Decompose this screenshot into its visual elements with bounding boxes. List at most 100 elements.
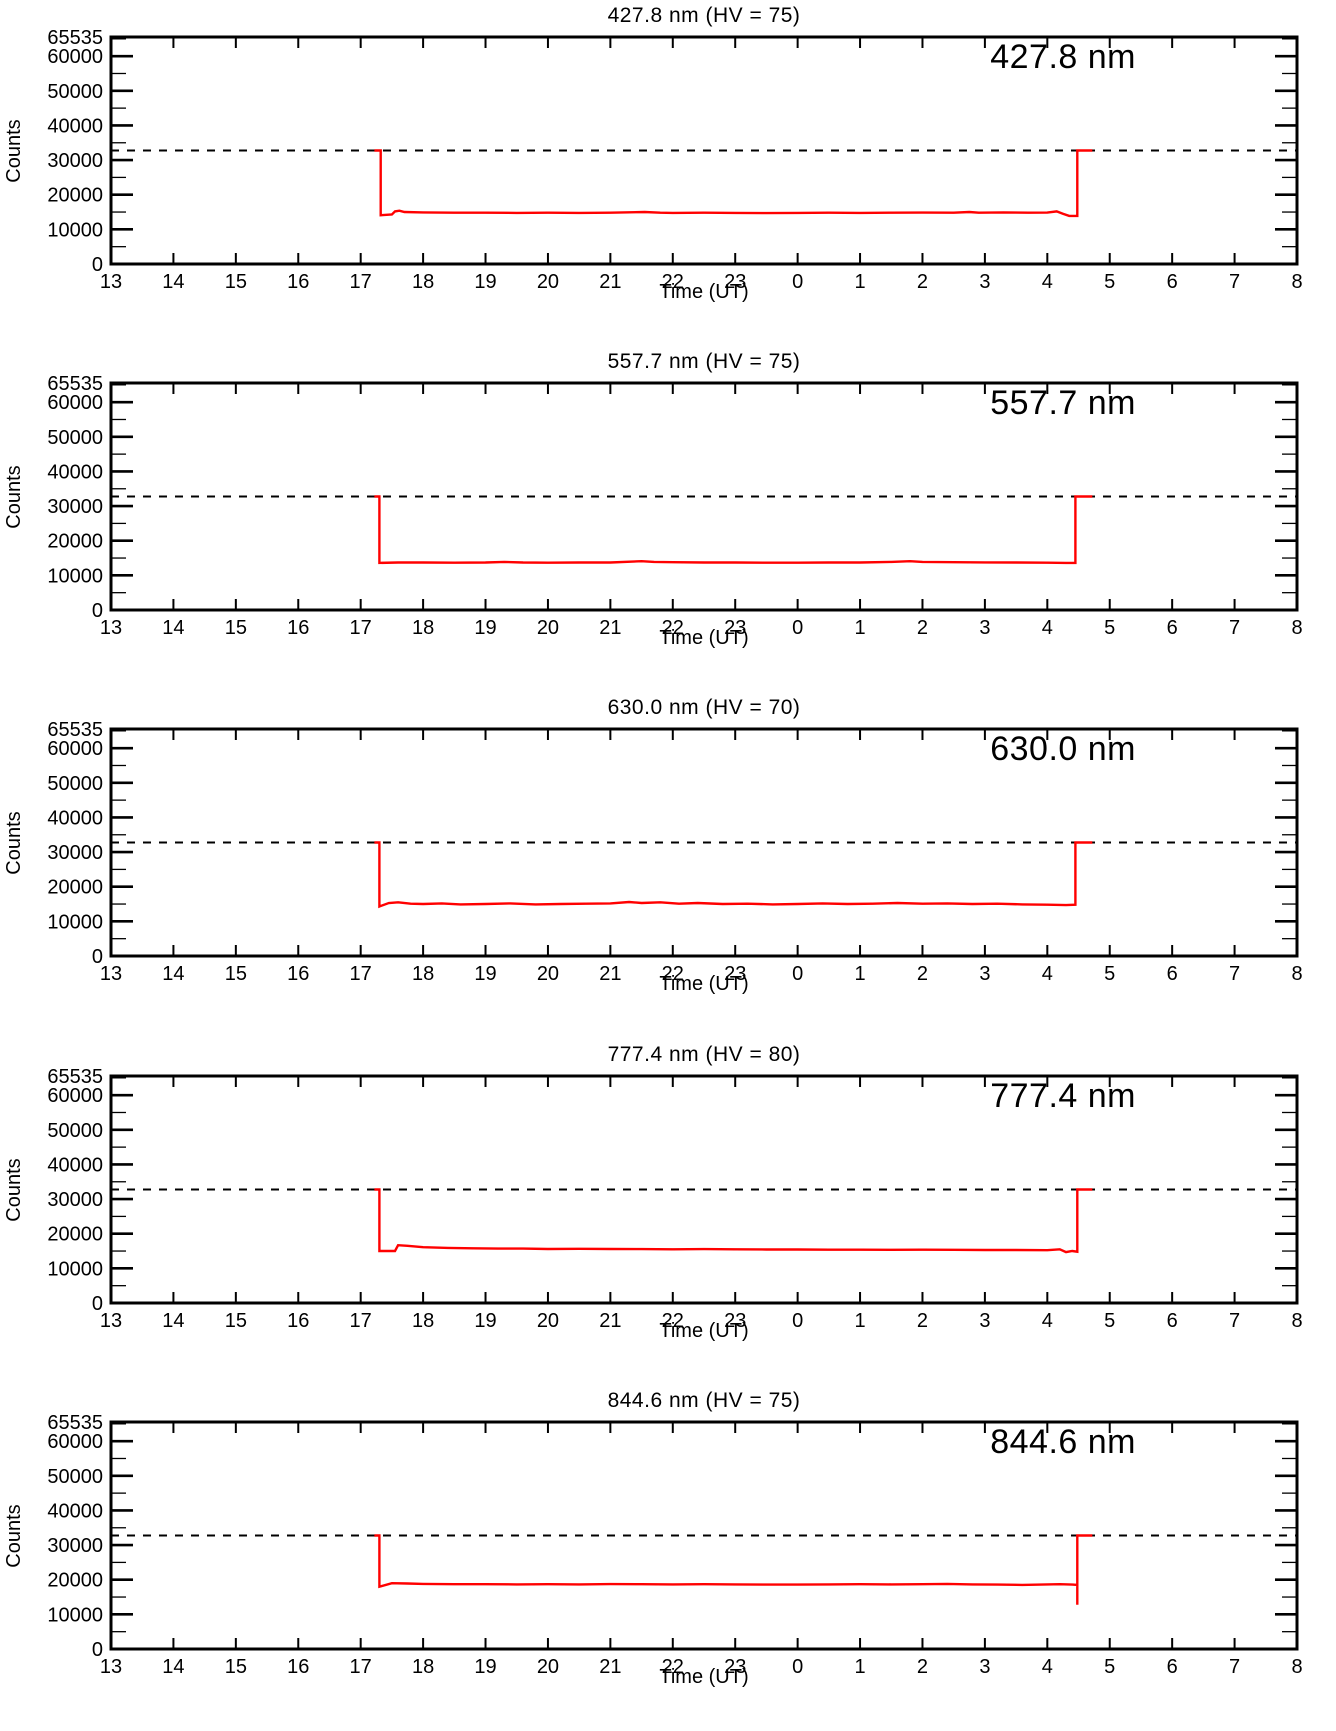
x-tick-label: 22	[662, 963, 684, 985]
y-tick-label: 30000	[47, 842, 103, 864]
y-tick-label: 50000	[47, 773, 103, 795]
panel-427-8nm: 427.8 nm (HV = 75) 13 14 15 16 17 18 19 20 21 22 2…	[0, 0, 1336, 346]
x-tick-label: 3	[979, 963, 990, 985]
y-tick-label: 60000	[47, 1431, 103, 1453]
x-tick-label: 17	[350, 1310, 372, 1332]
panel-557-7nm: 557.7 nm (HV = 75) 13 14 15 16 17 18 19 20 21 22 2…	[0, 346, 1336, 692]
y-axis-label: Counts	[3, 465, 25, 529]
data-line	[374, 1187, 1093, 1253]
x-tick-label: 6	[1167, 617, 1178, 639]
x-tick-label: 18	[412, 271, 434, 293]
x-tick-label: 21	[599, 617, 621, 639]
chart-canvas-777-4nm: 13 14 15 16 17 18 19 20 21 22 23 0 1 2 3 4 5 6 7 8010000200…	[47, 1066, 1302, 1332]
x-tick-label: 16	[287, 1310, 309, 1332]
chart-canvas-557-7nm: 13 14 15 16 17 18 19 20 21 22 23 0 1 2 3 4 5 6 7 8010000200…	[47, 373, 1302, 639]
x-tick-label: 20	[537, 1656, 559, 1678]
x-tick-label: 1	[854, 963, 865, 985]
x-tick-label: 14	[162, 271, 184, 293]
x-tick-label: 14	[162, 1656, 184, 1678]
y-tick-label: 20000	[47, 185, 103, 207]
wavelength-label: 427.8 nm	[990, 38, 1136, 76]
x-tick-label: 15	[225, 617, 247, 639]
y-tick-label: 0	[92, 1293, 103, 1315]
x-tick-label: 13	[100, 963, 122, 985]
x-tick-label: 6	[1167, 1310, 1178, 1332]
y-tick-label: 65535	[47, 1066, 103, 1088]
x-tick-label: 1	[854, 1656, 865, 1678]
x-tick-label: 13	[100, 1310, 122, 1332]
data-line	[374, 149, 1093, 218]
x-tick-label: 17	[350, 1656, 372, 1678]
chart-canvas-844-6nm: 13 14 15 16 17 18 19 20 21 22 23 0 1 2 3 4 5 6 7 8010000200…	[47, 1412, 1302, 1678]
x-tick-label: 5	[1104, 271, 1115, 293]
x-tick-label: 4	[1042, 1656, 1053, 1678]
x-tick-label: 23	[724, 617, 746, 639]
chart-canvas-630-0nm: 13 14 15 16 17 18 19 20 21 22 23 0 1 2 3 4 5 6 7 8010000200…	[47, 719, 1302, 985]
x-tick-label: 0	[792, 617, 803, 639]
y-axis-label: Counts	[3, 119, 25, 183]
x-tick-label: 19	[474, 1310, 496, 1332]
y-tick-label: 20000	[47, 1569, 103, 1591]
y-tick-label: 20000	[47, 531, 103, 553]
x-axis-label: Time (UT)	[659, 973, 749, 996]
y-tick-label: 10000	[47, 1604, 103, 1626]
x-tick-label: 21	[599, 1310, 621, 1332]
x-tick-label: 3	[979, 271, 990, 293]
panel-title: 427.8 nm (HV = 75)	[607, 4, 801, 27]
x-tick-label: 15	[225, 1656, 247, 1678]
x-tick-label: 13	[100, 617, 122, 639]
y-tick-label: 50000	[47, 81, 103, 103]
panel-title: 557.7 nm (HV = 75)	[607, 350, 801, 374]
y-tick-label: 65535	[47, 27, 103, 49]
wavelength-label: 777.4 nm	[990, 1076, 1136, 1115]
y-tick-label: 60000	[47, 392, 103, 414]
y-tick-label: 0	[92, 600, 103, 622]
x-tick-label: 18	[412, 1310, 434, 1332]
y-axis-label: Counts	[3, 811, 25, 876]
x-tick-label: 18	[412, 617, 434, 639]
y-tick-label: 50000	[47, 1119, 103, 1141]
x-tick-label: 17	[350, 617, 372, 639]
y-tick-label: 0	[92, 1639, 103, 1661]
y-tick-label: 50000	[47, 427, 103, 449]
x-tick-label: 4	[1042, 1310, 1053, 1332]
x-tick-label: 15	[225, 271, 247, 293]
x-tick-label: 5	[1104, 617, 1115, 639]
wavelength-label: 557.7 nm	[990, 384, 1136, 423]
x-tick-label: 5	[1104, 1656, 1115, 1678]
x-tick-label: 15	[225, 963, 247, 985]
y-tick-label: 60000	[47, 1085, 103, 1107]
y-axis-label: Counts	[3, 1157, 25, 1222]
x-tick-label: 17	[350, 271, 372, 293]
x-tick-label: 7	[1229, 617, 1240, 639]
x-tick-label: 19	[474, 1656, 496, 1678]
y-tick-label: 30000	[47, 150, 103, 172]
x-tick-label: 2	[917, 1310, 928, 1332]
x-tick-label: 20	[537, 963, 559, 985]
x-tick-label: 4	[1042, 617, 1053, 639]
data-line	[374, 495, 1093, 565]
x-tick-label: 23	[724, 963, 746, 985]
x-tick-label: 16	[287, 617, 309, 639]
x-tick-label: 8	[1291, 1656, 1302, 1678]
y-tick-label: 10000	[47, 1258, 103, 1280]
x-tick-label: 19	[474, 271, 496, 293]
x-tick-label: 14	[162, 617, 184, 639]
x-tick-label: 18	[412, 1656, 434, 1678]
x-tick-label: 2	[917, 271, 928, 293]
x-tick-label: 17	[350, 963, 372, 985]
x-tick-label: 1	[854, 617, 865, 639]
y-tick-label: 20000	[47, 877, 103, 899]
x-tick-label: 0	[792, 1656, 803, 1678]
x-tick-label: 21	[599, 1656, 621, 1678]
y-tick-label: 60000	[47, 739, 103, 761]
x-tick-label: 5	[1104, 1310, 1115, 1332]
x-tick-label: 0	[792, 963, 803, 985]
y-tick-label: 30000	[47, 1535, 103, 1557]
y-tick-label: 0	[92, 946, 103, 968]
x-tick-label: 20	[537, 1310, 559, 1332]
x-tick-label: 6	[1167, 963, 1178, 985]
x-tick-label: 14	[162, 963, 184, 985]
x-tick-label: 5	[1104, 963, 1115, 985]
